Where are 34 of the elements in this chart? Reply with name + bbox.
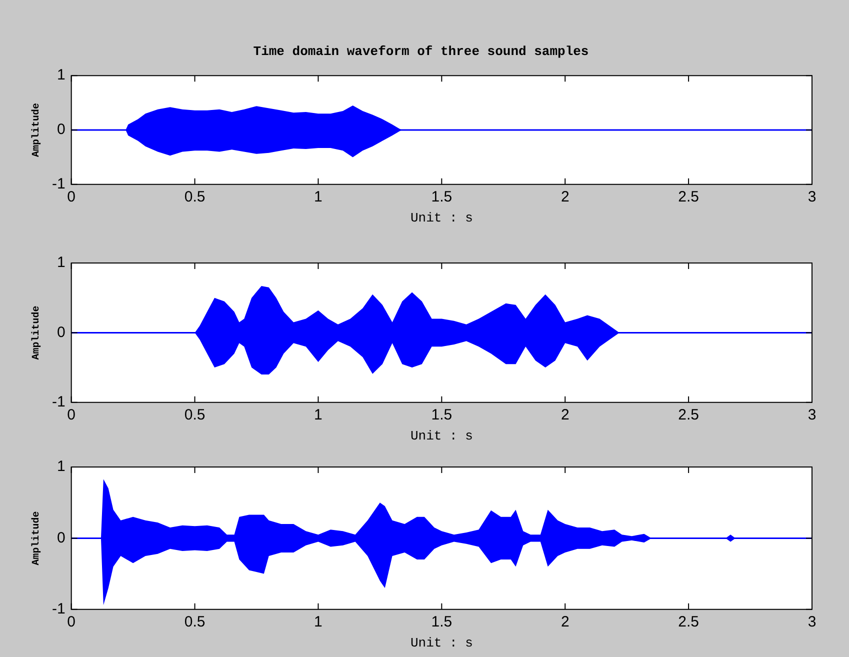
x-tick-label: 0.5 [184, 406, 206, 424]
x-axis-title: Unit : s [410, 636, 473, 651]
x-tick-label: 1.5 [431, 614, 452, 631]
x-tick-label: 2.5 [678, 188, 699, 206]
y-tick-label: -1 [52, 176, 66, 193]
y-tick-label: 1 [56, 66, 66, 84]
x-tick-label: 1 [314, 406, 322, 424]
y-axis-title: Amplitude [30, 102, 43, 158]
x-tick-label: 2 [560, 188, 570, 206]
x-axis-title: Unit : s [410, 210, 473, 226]
y-tick-label: 1 [56, 458, 66, 476]
x-tick-label: 1.5 [431, 188, 452, 206]
x-axis-title: Unit : s [410, 428, 473, 444]
y-axis-title: Amplitude [30, 306, 43, 360]
y-tick-label: 0 [56, 121, 66, 138]
y-tick-label: 0 [56, 529, 66, 546]
x-tick-label: 3 [808, 188, 816, 206]
y-tick-label: -1 [52, 394, 66, 411]
y-axis-title: Amplitude [30, 511, 43, 566]
y-tick-label: 0 [56, 324, 66, 341]
x-tick-label: 2.5 [678, 614, 699, 631]
x-tick-label: 0.5 [184, 614, 206, 631]
chart-title: Time domain waveform of three sound samples [253, 44, 589, 60]
x-tick-label: 1 [314, 188, 322, 206]
y-tick-label: 1 [56, 254, 66, 272]
x-tick-label: 3 [808, 614, 816, 631]
x-tick-label: 1 [314, 614, 322, 631]
x-tick-label: 2.5 [678, 406, 699, 424]
x-tick-label: 2 [560, 614, 570, 631]
x-tick-label: 3 [808, 406, 816, 424]
x-tick-label: 0.5 [184, 188, 206, 206]
y-tick-label: -1 [52, 600, 66, 618]
x-tick-label: 2 [560, 406, 570, 424]
x-tick-label: 1.5 [431, 406, 452, 424]
